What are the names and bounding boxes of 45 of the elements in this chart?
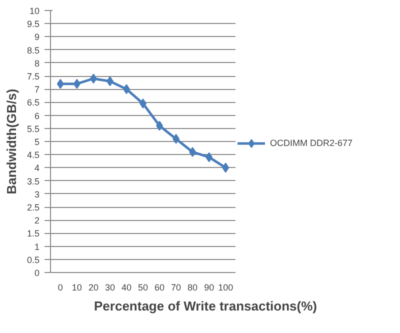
point — [90, 74, 97, 84]
x-tick-label: 30 — [104, 282, 115, 292]
y-tick-label: 8 — [34, 58, 40, 68]
y-tick-label: 6 — [34, 110, 40, 121]
y-axis-title: Bandwidth(GB/s) — [4, 88, 19, 194]
y-tick-label: 2.5 — [26, 202, 40, 212]
point — [172, 134, 180, 144]
y-tick-label: 1 — [34, 242, 40, 252]
y-tick-label: 8.5 — [26, 45, 40, 56]
point — [206, 152, 213, 162]
point — [222, 162, 230, 173]
x-tick-label: 60 — [154, 282, 165, 292]
x-axis-title: Percentage of Write transactions(%) — [94, 298, 317, 314]
y-tick-label: 2 — [34, 216, 40, 226]
y-tick-label: 9.5 — [26, 19, 40, 30]
x-tick-label: 10 — [72, 282, 82, 292]
y-tick-label: 1.5 — [26, 228, 40, 239]
y-tick-label: 3.5 — [26, 176, 40, 186]
x-tick-label: 90 — [204, 282, 214, 292]
y-tick-label: 6.5 — [26, 98, 40, 108]
y-tick-label: 5.5 — [26, 124, 40, 134]
point — [189, 146, 196, 157]
x-tick-label: 0 — [58, 282, 63, 292]
point — [73, 78, 80, 89]
y-tick-label: 4 — [34, 163, 40, 174]
point — [156, 120, 164, 131]
point — [56, 78, 64, 89]
y-tick-label: 9 — [34, 32, 40, 42]
x-tick-label: 40 — [121, 282, 132, 292]
y-tick-label: 10 — [29, 6, 40, 16]
y-tick-label: 7 — [34, 84, 40, 95]
x-tick-label: 70 — [171, 282, 182, 292]
x-tick-label: 50 — [138, 282, 148, 292]
point — [122, 84, 130, 94]
x-tick-label: 20 — [88, 282, 98, 292]
y-tick-label: 0 — [34, 268, 40, 278]
x-tick-label: 80 — [188, 282, 198, 292]
y-tick-label: 4.5 — [26, 150, 40, 160]
y-tick-label: 7.5 — [26, 72, 40, 82]
x-tick-label: 100 — [218, 282, 234, 292]
y-tick-label: 5 — [34, 137, 40, 147]
legend-label: OCDIMM DDR2-677 — [270, 138, 353, 148]
point — [106, 76, 114, 86]
y-tick-label: 0.5 — [26, 254, 40, 265]
y-tick-label: 3 — [34, 189, 40, 200]
